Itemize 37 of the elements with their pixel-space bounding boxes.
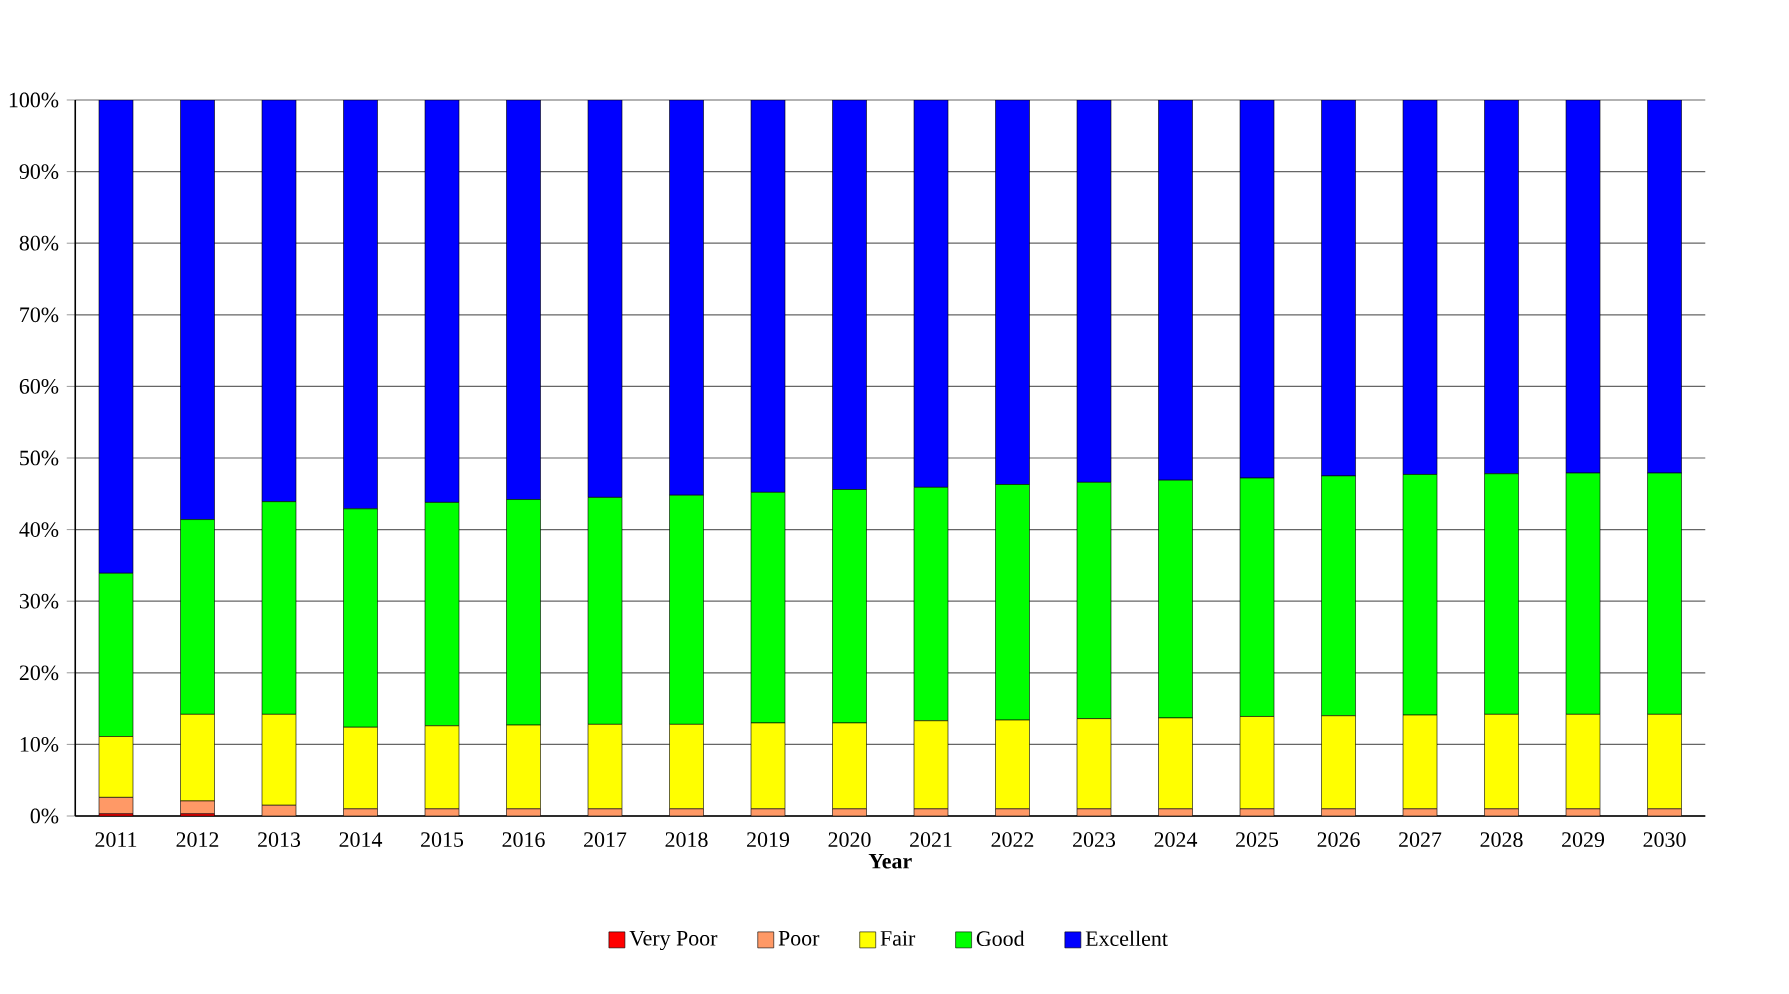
x-tick-label: 2019 — [747, 832, 790, 847]
y-tick-label: 10% — [20, 736, 59, 752]
legend-label: Very Poor — [629, 931, 718, 951]
y-tick-label: 40% — [19, 522, 59, 538]
legend-label: Excellent — [1085, 930, 1168, 947]
x-tick-label: 2017 — [584, 832, 627, 847]
x-tick-label: 2013 — [258, 832, 301, 847]
y-tick-label: 50% — [20, 450, 59, 466]
x-tick-label: 2029 — [1562, 832, 1605, 847]
x-tick-label: 2022 — [991, 832, 1034, 847]
x-tick-label: 2028 — [1480, 832, 1523, 847]
x-tick-label: 2030 — [1643, 832, 1686, 847]
x-tick-label: 2027 — [1399, 832, 1442, 847]
y-tick-label: 80% — [19, 235, 59, 251]
x-axis-title: Year — [868, 854, 912, 869]
y-tick-label: 60% — [19, 378, 59, 394]
x-tick-label: 2012 — [176, 832, 219, 847]
legend-label: Good — [976, 930, 1025, 947]
x-tick-label: 2020 — [828, 832, 871, 847]
x-tick-label: 2024 — [1154, 832, 1198, 847]
y-tick-label: 90% — [19, 164, 59, 180]
x-tick-label: 2025 — [1236, 832, 1279, 847]
legend-label: Fair — [880, 930, 916, 946]
legend-label: Poor — [778, 931, 820, 946]
x-tick-label: 2021 — [910, 832, 952, 847]
y-tick-label: 20% — [19, 665, 59, 681]
x-tick-label: 2016 — [502, 832, 545, 847]
y-tick-label: 0% — [30, 808, 59, 824]
y-tick-label: 100% — [9, 92, 59, 108]
y-tick-label: 30% — [19, 593, 59, 609]
y-tick-label: 70% — [20, 307, 59, 323]
x-tick-label: 2014 — [339, 832, 383, 847]
x-tick-label: 2011 — [95, 832, 137, 847]
x-tick-label: 2018 — [665, 832, 708, 847]
x-tick-label: 2023 — [1073, 832, 1116, 847]
x-tick-label: 2015 — [421, 832, 464, 847]
x-tick-label: 2026 — [1317, 832, 1360, 847]
